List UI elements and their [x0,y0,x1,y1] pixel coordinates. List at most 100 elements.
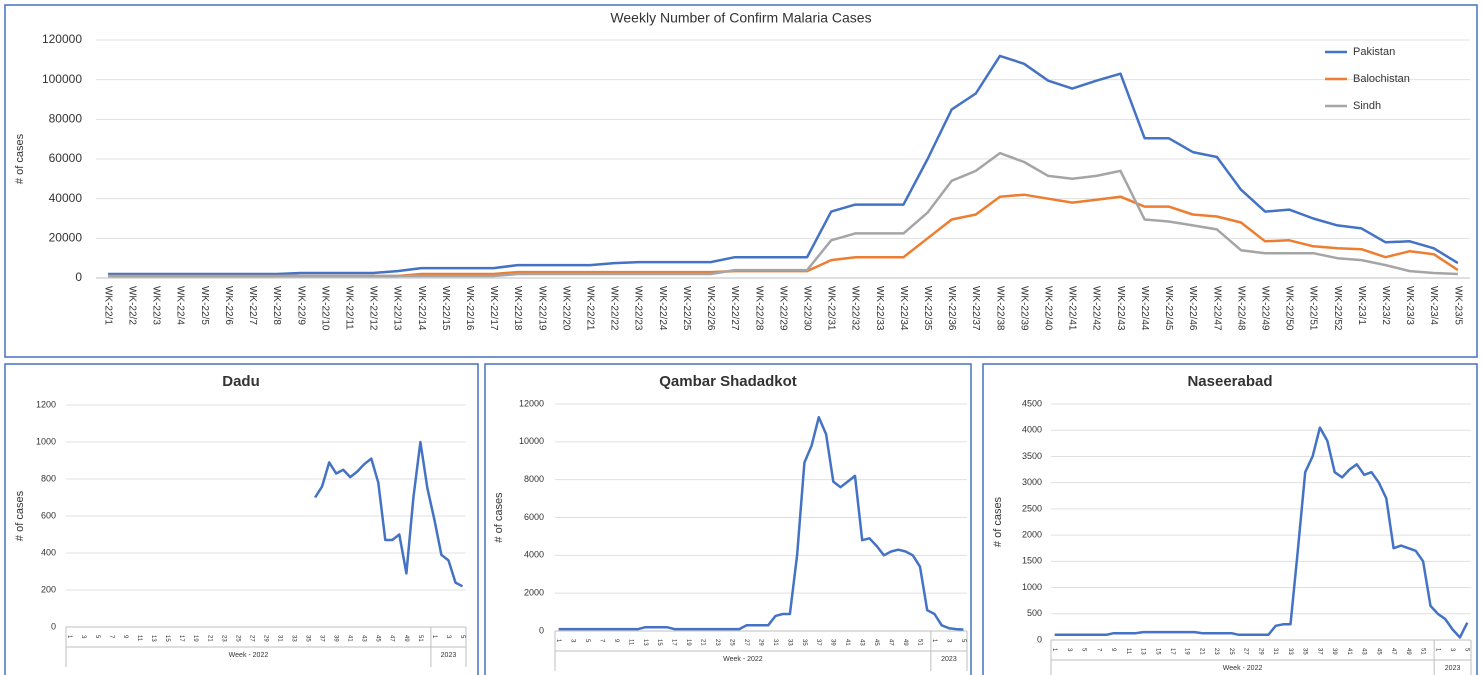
chart-title: Weekly Number of Confirm Malaria Cases [610,10,871,26]
panel-border [4,363,479,675]
x-group-label: 2023 [1445,665,1461,672]
x-tick-label: 47 [888,639,894,646]
x-tick-label: 9 [613,639,619,643]
x-tick-label: WK-22/15 [440,286,451,331]
x-tick-label: 45 [873,639,879,646]
x-tick-label: 49 [902,639,908,646]
x-tick-label: WK-22/26 [705,286,716,331]
x-tick-label: 49 [403,635,409,642]
x-tick-label: WK-23/3 [1404,286,1415,325]
y-tick-label: 4500 [1022,398,1042,408]
x-tick-label: 41 [347,635,353,642]
x-tick-label: WK-22/29 [777,286,788,331]
y-tick-label: 1200 [36,399,56,409]
panel-border [4,4,1478,358]
x-tick-label: WK-22/23 [633,286,644,331]
y-tick-label: 10000 [519,436,544,446]
legend-label: Pakistan [1353,46,1395,58]
y-tick-label: 12000 [519,398,544,408]
chart-title: Naseerabad [1187,373,1272,390]
x-tick-label: 17 [1169,648,1175,655]
y-tick-label: 2500 [1022,503,1042,513]
y-tick-label: 3500 [1022,451,1042,461]
chart-title: Qambar Shadadkot [659,373,797,390]
legend-label: Sindh [1353,100,1381,112]
x-tick-label: WK-22/8 [271,286,282,325]
x-tick-label: WK-22/52 [1332,286,1343,331]
x-tick-label: WK-22/49 [1259,286,1270,331]
x-tick-label: 1 [1051,648,1057,652]
x-tick-label: WK-22/24 [657,286,668,331]
x-tick-label: 15 [164,635,170,642]
y-tick-label: 400 [41,547,56,557]
x-tick-label: WK-22/38 [994,286,1005,331]
x-tick-label: 39 [1331,648,1337,655]
x-tick-label: 11 [1125,648,1131,655]
x-tick-label: WK-22/9 [295,286,306,325]
x-tick-label: 17 [178,635,184,642]
chart-title: Dadu [222,373,260,390]
legend-label: Balochistan [1353,73,1410,85]
x-tick-label: 29 [1257,648,1263,655]
x-tick-label: 31 [276,635,282,642]
x-tick-label: 19 [192,635,198,642]
x-tick-label: 29 [262,635,268,642]
x-tick-label: WK-22/34 [898,286,909,331]
x-tick-label: 5 [94,635,100,639]
x-tick-label: WK-22/33 [874,286,885,331]
y-tick-label: 0 [75,270,82,284]
x-tick-label: 37 [319,635,325,642]
x-tick-label: 19 [1184,648,1190,655]
x-tick-label: 21 [1198,648,1204,655]
x-tick-label: 41 [1346,648,1352,655]
x-tick-label: 35 [801,639,807,646]
x-tick-label: 21 [206,635,212,642]
x-tick-label: 27 [1243,648,1249,655]
x-tick-label: 11 [627,639,633,646]
x-tick-label: 23 [1213,648,1219,655]
x-tick-label: 13 [642,639,648,646]
x-tick-label: WK-22/6 [223,286,234,325]
x-tick-label: WK-22/17 [488,286,499,331]
x-tick-label: WK-22/31 [826,286,837,331]
x-tick-label: 25 [1228,648,1234,655]
x-tick-label: 29 [757,639,763,646]
x-tick-label: 3 [569,639,575,643]
x-tick-label: 23 [220,635,226,642]
x-tick-label: 31 [772,639,778,646]
x-tick-label: WK-22/45 [1163,286,1174,331]
series-line [108,151,1458,278]
x-tick-label: WK-22/18 [512,286,523,331]
y-tick-label: 4000 [524,550,544,560]
x-tick-label: WK-22/32 [850,286,861,331]
x-tick-label: WK-22/4 [175,286,186,325]
x-tick-label: 43 [859,639,865,646]
x-tick-label: 33 [786,639,792,646]
y-axis-label: # of cases [992,496,1004,547]
y-tick-label: 4000 [1022,425,1042,435]
y-tick-label: 3000 [1022,477,1042,487]
x-tick-label: 1 [931,639,937,643]
y-tick-label: 600 [41,510,56,520]
x-tick-label: 3 [80,635,86,639]
x-tick-label: WK-22/39 [1018,286,1029,331]
x-tick-label: 49 [1405,648,1411,655]
x-tick-label: 39 [830,639,836,646]
x-tick-label: WK-22/44 [1139,286,1150,331]
x-tick-label: WK-22/19 [536,286,547,331]
x-tick-label: 47 [389,635,395,642]
x-tick-label: 25 [729,639,735,646]
y-tick-label: 1000 [1022,582,1042,592]
x-tick-label: 5 [960,639,966,643]
panel-border [484,363,972,675]
y-tick-label: 20000 [49,231,83,245]
x-tick-label: 1 [431,635,437,639]
x-tick-label: 45 [375,635,381,642]
x-tick-label: 17 [671,639,677,646]
y-tick-label: 100000 [42,72,82,86]
y-tick-label: 40000 [49,191,83,205]
x-tick-label: 15 [1154,648,1160,655]
x-tick-label: WK-22/47 [1211,286,1222,331]
x-tick-label: WK-22/13 [392,286,403,331]
x-tick-label: 3 [945,639,951,643]
